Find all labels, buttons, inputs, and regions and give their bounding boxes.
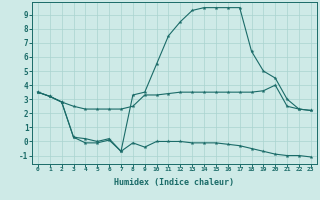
X-axis label: Humidex (Indice chaleur): Humidex (Indice chaleur) xyxy=(115,178,234,187)
